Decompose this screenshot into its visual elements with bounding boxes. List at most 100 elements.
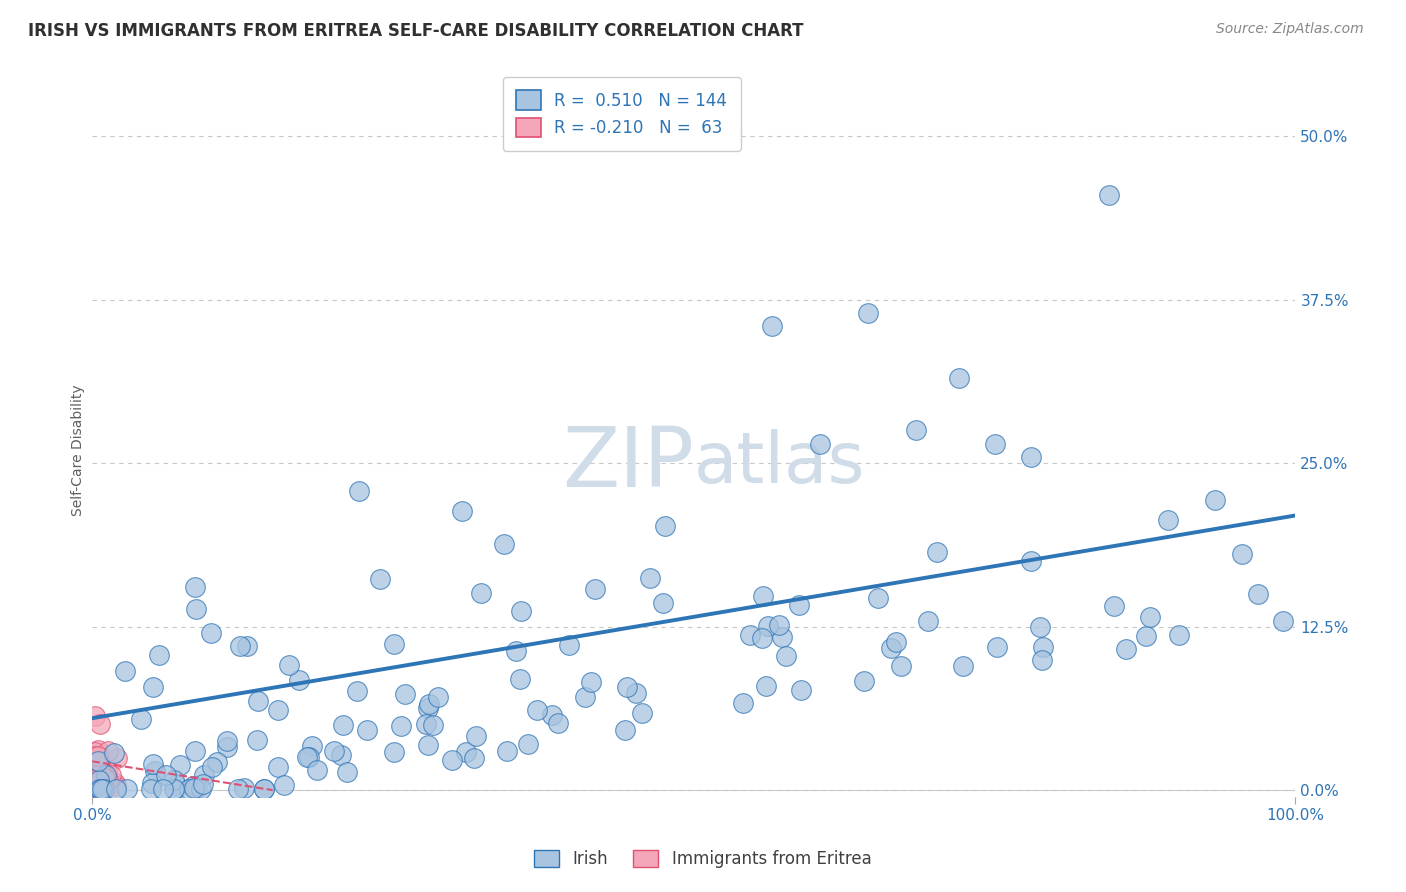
Point — [215, 740, 238, 755]
Point — [301, 739, 323, 754]
Point — [141, 776, 163, 790]
Point — [89, 777, 111, 791]
Point — [465, 729, 488, 743]
Point — [142, 757, 165, 772]
Point — [614, 723, 637, 737]
Point — [179, 781, 201, 796]
Point — [83, 774, 105, 789]
Point — [94, 775, 117, 789]
Point — [1029, 620, 1052, 634]
Point — [368, 572, 391, 586]
Point — [86, 781, 108, 796]
Point — [96, 778, 118, 792]
Point — [297, 749, 319, 764]
Point — [86, 767, 108, 781]
Point — [105, 780, 128, 794]
Point — [87, 772, 110, 787]
Point — [356, 723, 378, 738]
Point — [105, 751, 128, 765]
Point — [91, 781, 114, 796]
Point — [1204, 492, 1226, 507]
Point — [853, 674, 876, 689]
Y-axis label: Self-Care Disability: Self-Care Disability — [72, 384, 86, 516]
Point — [273, 778, 295, 792]
Point — [415, 717, 437, 731]
Point — [93, 774, 115, 789]
Point — [886, 635, 908, 649]
Point — [115, 781, 138, 796]
Point — [83, 781, 105, 796]
Point — [267, 760, 290, 774]
Point — [163, 773, 186, 788]
Point — [93, 771, 115, 785]
Point — [89, 781, 111, 796]
Point — [93, 768, 115, 782]
Point — [89, 781, 111, 796]
Point — [97, 743, 120, 757]
Point — [83, 781, 105, 796]
Point — [733, 696, 755, 710]
Point — [1115, 641, 1137, 656]
Point — [155, 768, 177, 782]
Point — [190, 781, 212, 796]
Point — [751, 631, 773, 645]
Point — [1102, 599, 1125, 614]
Point — [740, 628, 762, 642]
Point — [630, 706, 652, 720]
Point — [84, 781, 107, 796]
Legend: Irish, Immigrants from Eritrea: Irish, Immigrants from Eritrea — [527, 843, 879, 875]
Point — [94, 773, 117, 788]
Point — [394, 687, 416, 701]
Point — [858, 306, 880, 320]
Point — [184, 580, 207, 594]
Text: atlas: atlas — [693, 429, 865, 499]
Point — [558, 638, 581, 652]
Point — [87, 780, 110, 795]
Point — [152, 781, 174, 796]
Point — [389, 719, 412, 733]
Point — [547, 715, 569, 730]
Point — [509, 672, 531, 686]
Point — [247, 694, 270, 708]
Point — [454, 745, 477, 759]
Point — [163, 781, 186, 796]
Point — [246, 733, 269, 747]
Point — [103, 746, 125, 760]
Text: ZIP: ZIP — [562, 424, 693, 505]
Point — [1168, 628, 1191, 642]
Point — [1098, 188, 1121, 202]
Point — [751, 589, 773, 603]
Point — [91, 770, 114, 784]
Point — [84, 708, 107, 723]
Point — [1019, 554, 1042, 568]
Point — [1139, 610, 1161, 624]
Point — [201, 759, 224, 773]
Point — [93, 781, 115, 796]
Point — [983, 436, 1005, 450]
Point — [82, 772, 104, 787]
Point — [422, 718, 444, 732]
Point — [948, 371, 970, 385]
Point — [1032, 640, 1054, 654]
Point — [87, 755, 110, 769]
Point — [640, 571, 662, 585]
Point — [651, 596, 673, 610]
Point — [288, 673, 311, 687]
Point — [253, 781, 276, 796]
Point — [986, 640, 1008, 654]
Point — [1135, 630, 1157, 644]
Point — [574, 690, 596, 704]
Point — [86, 779, 108, 793]
Point — [307, 763, 329, 777]
Point — [382, 637, 405, 651]
Point — [416, 701, 439, 715]
Point — [581, 674, 603, 689]
Point — [82, 776, 104, 790]
Point — [90, 780, 112, 795]
Point — [346, 684, 368, 698]
Point — [526, 703, 548, 717]
Point — [236, 639, 259, 653]
Point — [654, 518, 676, 533]
Point — [84, 778, 107, 792]
Point — [114, 664, 136, 678]
